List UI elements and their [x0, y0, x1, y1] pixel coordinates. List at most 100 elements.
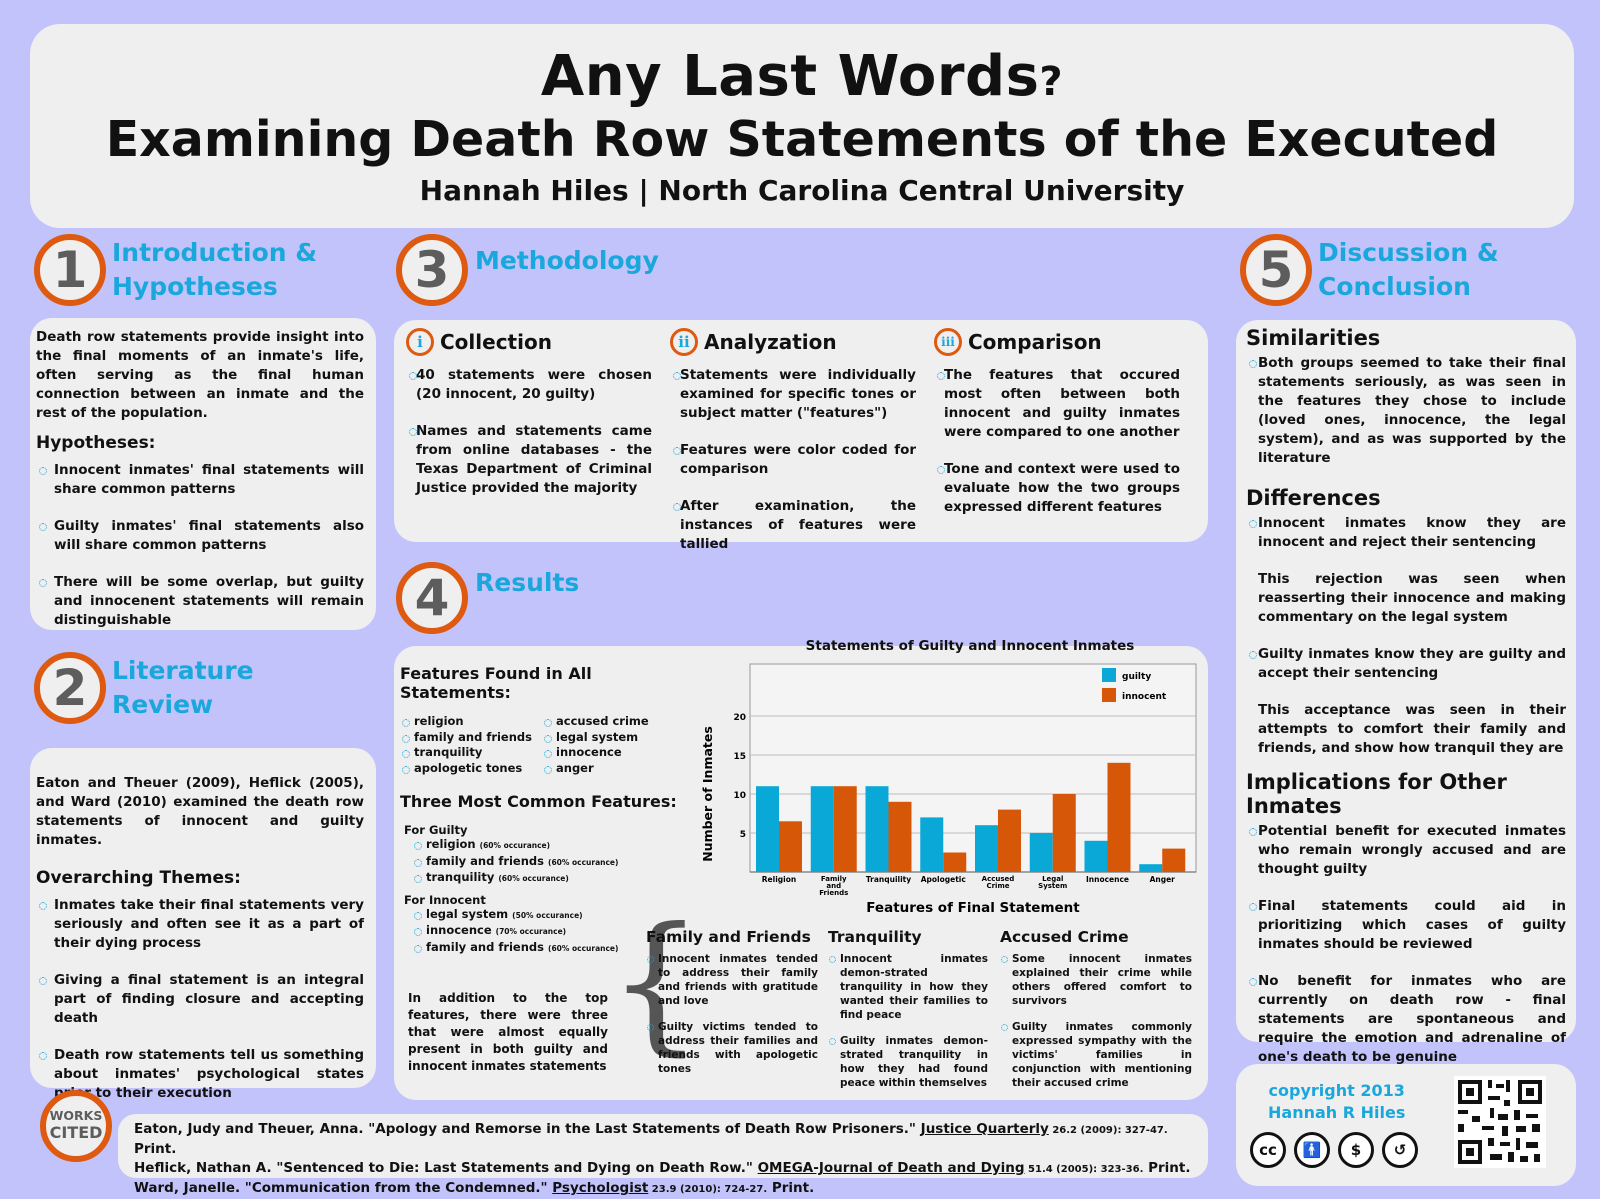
y-tick-label: 5 [740, 830, 746, 840]
bar-innocent [1052, 794, 1076, 872]
addition-text: In addition to the top features, there w… [408, 991, 608, 1073]
detail-accused-crime: Accused Crime Some innocent inmates expl… [1000, 928, 1192, 1102]
feature-item: accused crime [542, 714, 649, 730]
poster-author: Hannah Hiles | North Carolina Central Un… [419, 174, 1185, 207]
method-heading: Comparison [968, 330, 1102, 354]
x-tick-label: Religion [762, 875, 796, 884]
common-feature-item: innocence (70% occurance) [412, 923, 700, 940]
intro-panel: Death row statements provide insight int… [30, 318, 376, 630]
citation-item: Heflick, Nathan A. "Sentenced to Die: La… [134, 1160, 1191, 1176]
bar-guilty [1084, 840, 1108, 872]
citation-item: Eaton, Judy and Theuer, Anna. "Apology a… [134, 1121, 1168, 1157]
section-4-badge: 4 [396, 562, 468, 634]
detail-item: Some innocent inmates explained their cr… [1000, 952, 1192, 1008]
method-item: Names and statements came from online da… [406, 422, 652, 498]
poster-header: Any Last Words? Examining Death Row Stat… [30, 24, 1574, 228]
detail-item: Guilty inmates demon-strated tranquility… [828, 1034, 988, 1090]
bar-guilty [865, 786, 889, 872]
features-block: Features Found in All Statements: religi… [400, 664, 700, 956]
hypothesis-item: There will be some overlap, but guilty a… [36, 573, 364, 630]
implication-item: Final statements could aid in prioritizi… [1246, 897, 1566, 954]
discussion-panel: Similarities Both groups seemed to take … [1236, 320, 1576, 1065]
y-axis-label: Number of Inmates [700, 726, 715, 862]
method-column-comparison: iii Comparison The features that occured … [934, 328, 1180, 572]
detail-heading: Tranquility [828, 928, 922, 946]
roman-numeral-icon: ii [670, 328, 698, 356]
detail-item: Guilty victims tended to address their f… [646, 1020, 818, 1076]
hypothesis-item: Guilty inmates' final statements also wi… [36, 517, 364, 555]
difference-item: Guilty inmates know they are guilty and … [1246, 645, 1566, 683]
detail-tranquility: Tranquility Innocent inmates demon-strat… [828, 928, 988, 1102]
x-tick-label: Accused Crime [982, 875, 1015, 890]
sharealike-icon: ↺ [1382, 1132, 1418, 1168]
copyright-year: copyright 2013 [1268, 1081, 1405, 1100]
detail-item: Innocent inmates demon-strated tranquili… [828, 952, 988, 1022]
bar-guilty [1029, 833, 1053, 872]
works-cited-badge: WORKS CITED [40, 1090, 112, 1162]
x-tick-label: Tranquility [866, 875, 911, 884]
feature-item: anger [542, 761, 649, 777]
common-feature-item: tranquility (60% occurance) [412, 870, 700, 887]
copyright-holder: Hannah R Hiles [1268, 1103, 1406, 1122]
y-tick-label: 15 [733, 752, 746, 762]
methodology-panel: i Collection 40 statements were chosen (2… [394, 320, 1208, 552]
section-4-title: Results [475, 568, 580, 597]
difference-note: This rejection was seen when reasserting… [1258, 571, 1566, 625]
guilty-label: For Guilty [404, 823, 468, 837]
section-3-badge: 3 [396, 234, 468, 306]
common-features-heading: Three Most Common Features: [400, 792, 677, 811]
detail-family-friends: Family and Friends Innocent inmates tend… [646, 928, 818, 1088]
section-5-title: Discussion & Conclusion [1318, 238, 1499, 301]
noncommercial-icon: $ [1338, 1132, 1374, 1168]
section-2-badge: 2 [34, 652, 106, 724]
implication-item: No benefit for inmates who are currently… [1246, 972, 1566, 1067]
citation-item: Ward, Janelle. "Communication from the C… [134, 1180, 815, 1196]
implications-heading: Implications for Other Inmates [1246, 770, 1507, 818]
bar-innocent [888, 801, 912, 872]
method-item: Statements were individually examined fo… [670, 366, 916, 423]
hypotheses-heading: Hypotheses: [36, 433, 156, 453]
results-chart: 5 10 15 20 Religion Family and Friends Tranquili… [700, 663, 1197, 916]
copyright-panel: copyright 2013 Hannah R Hiles cc 🚹 $ ↺ [1236, 1064, 1576, 1186]
intro-text: Death row statements provide insight int… [36, 329, 364, 421]
y-tick-label: 10 [733, 791, 746, 801]
feature-item: apologetic tones [400, 761, 542, 777]
method-heading: Collection [440, 330, 552, 354]
hypothesis-item: Innocent inmates' final statements will … [36, 461, 364, 499]
legend-swatch [1102, 688, 1116, 702]
method-item: Features were color coded for comparison [670, 441, 916, 479]
x-tick-label: Legal System [1038, 875, 1067, 890]
section-2-title: Literature Review [112, 656, 254, 719]
differences-heading: Differences [1246, 486, 1381, 510]
theme-item: Death row statements tell us something a… [36, 1046, 364, 1103]
attribution-icon: 🚹 [1294, 1132, 1330, 1168]
bar-guilty [920, 817, 944, 872]
bar-innocent [1162, 848, 1186, 872]
implication-item: Potential benefit for executed inmates w… [1246, 822, 1566, 879]
method-item: The features that occured most often bet… [934, 366, 1180, 442]
bar-innocent [778, 821, 802, 872]
x-tick-label: Anger [1150, 875, 1176, 884]
method-column-collection: i Collection 40 statements were chosen (2… [406, 328, 652, 572]
legend-label: guilty [1122, 672, 1151, 682]
section-5-badge: 5 [1240, 234, 1312, 306]
poster-subtitle: Examining Death Row Statements of the Ex… [105, 111, 1499, 168]
bar-guilty [756, 786, 779, 872]
x-tick-label: Apologetic [921, 875, 966, 884]
method-item: Tone and context were used to evaluate h… [934, 460, 1180, 517]
feature-item: tranquility [400, 745, 542, 761]
chart-title: Statements of Guilty and Innocent Inmate… [805, 638, 1135, 654]
feature-item: legal system [542, 730, 649, 746]
method-column-analyzation: ii Analyzation Statements were individual… [670, 328, 916, 572]
difference-item: Innocent inmates know they are innocent … [1246, 514, 1566, 552]
y-tick-label: 20 [733, 713, 746, 723]
section-1-badge: 1 [34, 234, 106, 306]
works-cited-panel: Eaton, Judy and Theuer, Anna. "Apology a… [118, 1114, 1208, 1196]
qr-code-icon[interactable] [1454, 1076, 1546, 1168]
bar-innocent [943, 852, 967, 872]
feature-item: innocence [542, 745, 649, 761]
similarities-heading: Similarities [1246, 326, 1381, 350]
method-item: After examination, the instances of feat… [670, 497, 916, 554]
theme-item: Giving a final statement is an integral … [36, 971, 364, 1028]
legend-label: innocent [1122, 692, 1167, 702]
